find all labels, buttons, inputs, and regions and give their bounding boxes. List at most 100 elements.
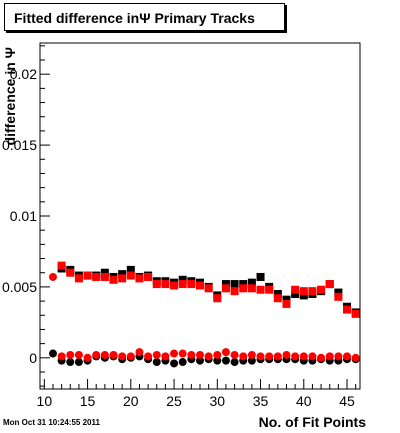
series-3-point: [66, 350, 75, 359]
series-0-point: [334, 288, 343, 297]
series-1-point: [256, 285, 265, 294]
series-1-point: [308, 287, 317, 296]
series-1-point: [74, 274, 83, 283]
series-2-point: [247, 356, 256, 365]
series-1-point: [126, 271, 135, 280]
series-3-point: [161, 352, 170, 361]
series-3-point: [196, 350, 204, 359]
x-tick-label: 35: [253, 393, 269, 409]
series-1-point: [213, 294, 222, 303]
series-2-point: [48, 349, 57, 358]
series-3-point: [317, 353, 326, 362]
y-tick-label: 0.01: [10, 208, 37, 224]
plot-frame: [39, 42, 361, 390]
series-1-point: [221, 284, 230, 293]
series-1-point: [66, 268, 75, 277]
series-1-point: [187, 280, 196, 289]
series-1-point: [161, 280, 170, 289]
series-1-point: [317, 285, 326, 294]
series-1-point: [118, 274, 127, 283]
series-1-point: [239, 284, 248, 293]
y-tick-label: 0.005: [2, 279, 37, 295]
series-1-point: [170, 281, 179, 290]
series-3-point: [48, 272, 57, 281]
x-axis-label: No. of Fit Points: [259, 414, 367, 430]
x-tick-label: 30: [210, 393, 226, 409]
x-tick-label: 45: [339, 393, 355, 409]
series-1-point: [178, 280, 187, 289]
timestamp: Mon Oct 31 10:24:55 2011: [3, 418, 100, 427]
series-3-point: [256, 352, 265, 361]
y-axis-label: difference in Ψ: [2, 47, 18, 145]
series-1-point: [57, 261, 66, 270]
series-1-point: [144, 272, 153, 281]
series-3-point: [74, 350, 83, 359]
series-2-point: [170, 359, 179, 368]
series-3-point: [92, 350, 101, 359]
series-3-point: [221, 348, 230, 357]
series-1-point: [83, 271, 92, 280]
series-2-point: [221, 356, 230, 365]
series-3-point: [170, 349, 179, 358]
series-0-point: [178, 275, 187, 284]
series-3-point: [291, 352, 300, 361]
series-3-point: [100, 350, 109, 359]
series-1-point: [265, 285, 274, 294]
chart-title: Fitted difference inΨ Primary Tracks: [4, 3, 285, 31]
series-2-point: [74, 358, 83, 367]
series-0-point: [247, 278, 256, 287]
series-0-point: [230, 280, 239, 289]
series-2-point: [213, 356, 222, 365]
series-0-point: [256, 272, 265, 281]
series-0-point: [273, 289, 282, 298]
series-3-point: [325, 352, 334, 361]
series-3-point: [152, 350, 161, 359]
series-1-point: [299, 287, 308, 296]
series-3-point: [118, 352, 127, 361]
series-1-point: [282, 299, 291, 308]
series-3-point: [334, 352, 343, 361]
series-3-point: [178, 349, 187, 358]
series-3-point: [230, 350, 239, 359]
series-3-point: [126, 352, 135, 361]
x-tick-label: 10: [37, 393, 53, 409]
y-tick-label: 0: [29, 350, 37, 366]
series-1-point: [135, 274, 144, 283]
series-1-point: [351, 309, 360, 318]
series-3-point: [213, 350, 222, 359]
series-3-point: [282, 350, 291, 359]
series-0-point: [282, 295, 291, 304]
series-0-point: [221, 280, 230, 289]
series-1-point: [196, 281, 204, 290]
series-1-point: [343, 305, 352, 314]
series-1-point: [92, 272, 101, 281]
series-3-point: [343, 352, 352, 361]
x-tick-label: 25: [166, 393, 182, 409]
x-tick-label: 20: [123, 393, 139, 409]
series-3-point: [204, 352, 213, 361]
data-points: [48, 261, 360, 368]
y-tick-label: 0.015: [2, 137, 37, 153]
series-1-point: [152, 280, 161, 289]
series-0-point: [118, 270, 127, 279]
series-1-point: [100, 272, 109, 281]
series-3-point: [109, 350, 118, 359]
series-1-point: [230, 287, 239, 296]
series-1-point: [109, 275, 118, 284]
y-tick-label: 0.02: [10, 66, 37, 82]
series-1-point: [247, 284, 256, 293]
series-1-point: [291, 285, 300, 294]
series-0-point: [299, 291, 308, 300]
series-1-point: [325, 280, 334, 289]
series-3-point: [187, 350, 196, 359]
series-3-point: [144, 352, 153, 361]
series-3-point: [273, 352, 282, 361]
series-1-point: [204, 284, 213, 293]
tick-labels: 10 15 20 25 30 35 40 45 0 0.005 0.01 0.015 0.02: [2, 66, 355, 409]
series-3-point: [299, 352, 308, 361]
series-0-point: [291, 289, 300, 298]
x-tick-label: 15: [80, 393, 96, 409]
series-2-point: [230, 358, 239, 367]
series-0-point: [239, 280, 248, 289]
x-tick-label: 40: [296, 393, 312, 409]
